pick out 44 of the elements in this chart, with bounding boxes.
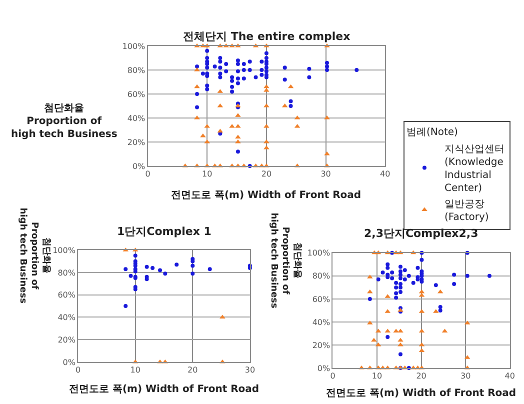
y-tick-label: 20% (127, 138, 146, 147)
legend-label: 일반공장(Factory) (444, 199, 489, 224)
x-tick-label: 0 (76, 366, 81, 375)
y-tick-label: 60% (312, 294, 331, 304)
y-tick-label: 40% (312, 318, 331, 327)
y-tick-label: 20% (58, 335, 76, 344)
chart-title: 2,3단지Complex2,3 (364, 227, 478, 240)
y-tick-label: 80% (58, 268, 76, 278)
legend-title: 범례(Note) (406, 127, 458, 138)
y-axis-title: 첨단화율 Proportion of high tech Business (268, 212, 302, 308)
y-tick-label: 100% (52, 246, 76, 255)
y-axis-title: 첨단화율 Proportion of high tech Business (17, 208, 51, 304)
chart-title: 1단지Complex 1 (117, 225, 212, 238)
y-tick-label: 40% (58, 313, 76, 322)
y-tick-label: 0% (62, 358, 76, 367)
x-tick-label: 0 (330, 372, 336, 381)
y-axis-title: 첨단화율 Proportion of high tech Business (11, 103, 118, 140)
y-tick-label: 100% (122, 42, 146, 51)
y-tick-label: 40% (127, 114, 146, 123)
x-tick-label: 10 (372, 372, 382, 381)
y-tick-label: 100% (307, 248, 331, 258)
x-tick-label: 20 (188, 366, 198, 375)
y-tick-label: 60% (58, 290, 76, 300)
x-tick-label: 10 (130, 366, 140, 375)
chart-title: 전체단지 The entire complex (183, 30, 350, 43)
y-tick-label: 60% (127, 90, 146, 99)
y-tick-label: 20% (312, 340, 331, 350)
x-tick-label: 0 (145, 170, 150, 179)
y-tick-label: 80% (312, 272, 331, 281)
x-tick-label: 40 (380, 170, 390, 179)
x-tick-label: 30 (320, 170, 331, 179)
x-tick-label: 30 (460, 372, 471, 381)
y-tick-label: 0% (317, 364, 331, 373)
x-tick-label: 10 (202, 170, 212, 179)
x-axis-title: 전면도로 폭(m) Width of Front Road (171, 190, 362, 201)
x-tick-label: 40 (504, 372, 515, 381)
legend-label: 지식산업센터(Knowledge Industrial Center) (444, 144, 504, 194)
y-tick-label: 0% (132, 162, 146, 171)
x-tick-label: 30 (244, 366, 256, 375)
y-tick-label: 80% (127, 66, 146, 75)
x-axis-title: 전면도로 폭(m) Width of Front Road (326, 388, 516, 399)
x-tick-label: 20 (261, 170, 272, 179)
x-tick-label: 20 (416, 372, 426, 381)
x-axis-title: 전면도로 폭(m) Width of Front Road (69, 384, 260, 395)
